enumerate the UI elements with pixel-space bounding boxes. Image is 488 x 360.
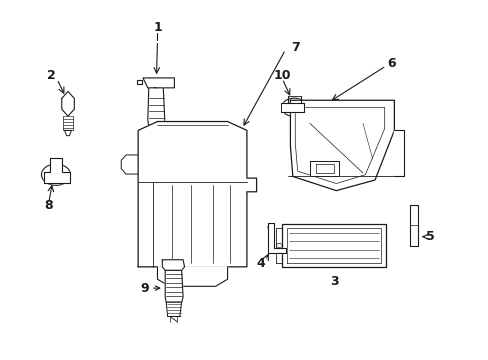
Polygon shape [50,158,62,172]
Text: 2: 2 [47,69,55,82]
Text: 5: 5 [425,230,434,243]
Polygon shape [280,103,304,112]
Polygon shape [290,100,393,191]
Polygon shape [282,224,386,267]
Text: 7: 7 [290,41,299,54]
Text: 1: 1 [153,21,162,34]
Polygon shape [165,270,183,302]
Polygon shape [147,88,164,138]
Polygon shape [162,260,184,270]
Text: 6: 6 [387,57,395,69]
Text: 8: 8 [44,199,53,212]
Polygon shape [157,267,227,286]
Polygon shape [409,205,417,246]
Text: 9: 9 [140,282,148,294]
Polygon shape [44,172,70,183]
Polygon shape [309,161,338,176]
Text: 3: 3 [329,275,338,288]
Circle shape [281,98,306,117]
Polygon shape [267,222,285,253]
Polygon shape [393,130,403,176]
Polygon shape [61,91,74,116]
Polygon shape [138,122,256,267]
Text: 4: 4 [256,257,264,270]
Text: 10: 10 [273,69,290,82]
Polygon shape [142,78,174,88]
Polygon shape [166,302,181,316]
